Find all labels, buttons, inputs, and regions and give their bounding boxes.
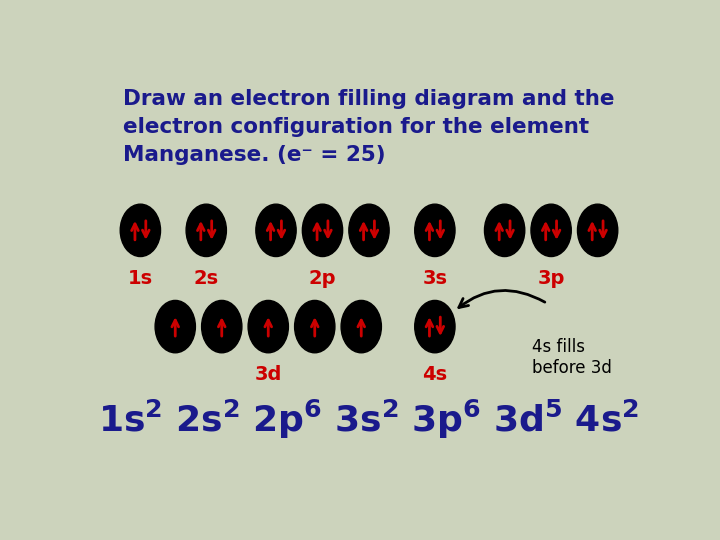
Ellipse shape xyxy=(415,300,455,353)
Text: Draw an electron filling diagram and the: Draw an electron filling diagram and the xyxy=(122,90,614,110)
Text: 4s fills
before 3d: 4s fills before 3d xyxy=(532,338,611,377)
Text: 2s: 2s xyxy=(194,269,219,288)
Ellipse shape xyxy=(485,204,525,256)
Text: 3s: 3s xyxy=(423,269,447,288)
Ellipse shape xyxy=(186,204,226,256)
Text: 2p: 2p xyxy=(309,269,336,288)
Text: 1s: 1s xyxy=(128,269,153,288)
Ellipse shape xyxy=(302,204,343,256)
Text: 3p: 3p xyxy=(537,269,564,288)
Ellipse shape xyxy=(294,300,335,353)
Ellipse shape xyxy=(531,204,571,256)
Ellipse shape xyxy=(415,204,455,256)
Ellipse shape xyxy=(202,300,242,353)
Ellipse shape xyxy=(577,204,618,256)
Text: 3d: 3d xyxy=(255,365,282,384)
Ellipse shape xyxy=(256,204,296,256)
Text: electron configuration for the element: electron configuration for the element xyxy=(122,117,589,137)
Text: $\mathbf{1s^2\ 2s^2\ 2p^6\ 3s^2\ 3p^6\ 3d^5\ 4s^2}$: $\mathbf{1s^2\ 2s^2\ 2p^6\ 3s^2\ 3p^6\ 3… xyxy=(99,397,639,441)
Ellipse shape xyxy=(155,300,195,353)
Text: Manganese. (e⁻ = 25): Manganese. (e⁻ = 25) xyxy=(122,145,385,165)
Ellipse shape xyxy=(349,204,389,256)
Ellipse shape xyxy=(341,300,382,353)
Ellipse shape xyxy=(120,204,161,256)
Ellipse shape xyxy=(248,300,289,353)
Text: 4s: 4s xyxy=(423,365,447,384)
